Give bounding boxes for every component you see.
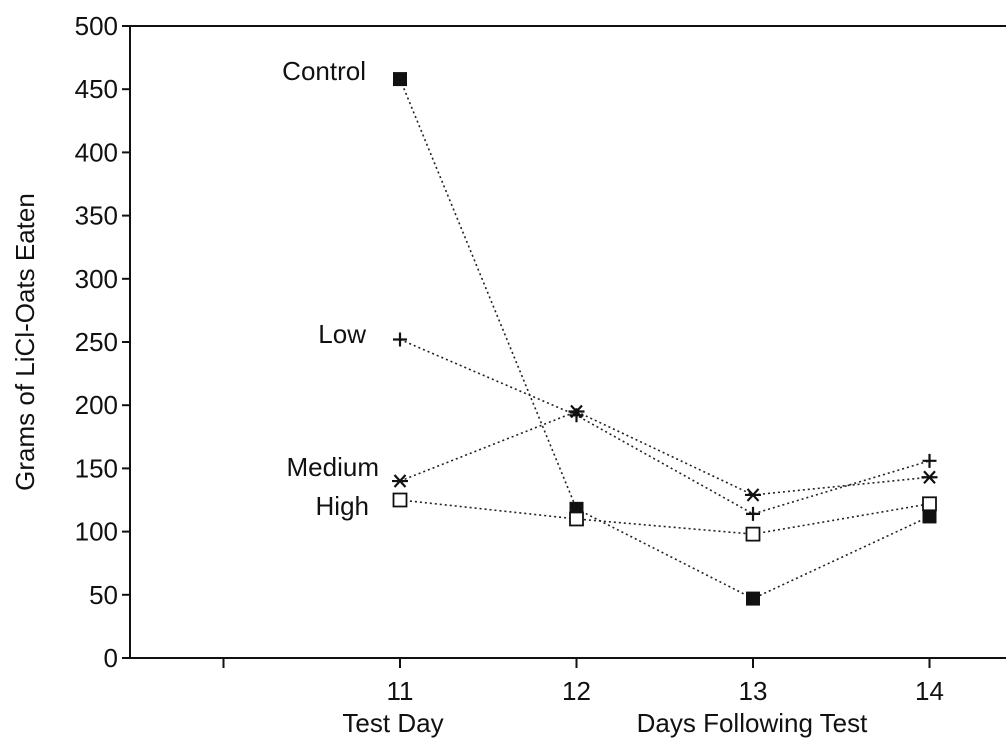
axes [129, 25, 1006, 659]
data-point-high [745, 526, 761, 542]
y-tick-label: 300 [75, 264, 118, 294]
series-label-medium: Medium [287, 452, 379, 482]
data-point-low [393, 332, 407, 347]
x-tick-label: 11 [387, 676, 414, 706]
y-tick-label: 400 [75, 137, 118, 167]
x-tick-label: 14 [915, 676, 944, 706]
y-tick-label: 500 [75, 11, 118, 41]
data-point-high [392, 492, 408, 508]
y-tick-label: 350 [75, 201, 118, 231]
data-point-low [746, 506, 760, 521]
data-point-medium [392, 474, 408, 488]
series-line-low [399, 338, 930, 515]
series-layer [392, 72, 938, 606]
data-point-control [393, 72, 407, 87]
series-low [393, 332, 937, 521]
x-sub-label-days-following: Days Following Test [637, 708, 869, 738]
data-point-medium [921, 470, 938, 484]
x-ticks: 11 12 13 14 [222, 658, 944, 706]
series-medium [392, 404, 938, 502]
series-label-high: High [316, 491, 369, 521]
data-point-medium [568, 404, 585, 419]
series-label-control: Control [282, 56, 366, 86]
series-line-control [399, 78, 930, 600]
y-tick-label: 100 [75, 517, 118, 547]
y-tick-label: 150 [75, 453, 118, 483]
series-high [392, 492, 937, 542]
series-label-low: Low [318, 319, 366, 349]
series-line-high [399, 499, 930, 535]
y-ticks: 0 50 100 150 200 250 300 350 400 450 500 [75, 11, 130, 673]
series-line-medium [399, 410, 930, 496]
data-point-control [746, 591, 760, 606]
y-axis-title: Grams of LiCl-Oats Eaten [10, 193, 40, 491]
series-control [393, 72, 937, 606]
data-point-control [922, 509, 937, 524]
y-tick-label: 250 [75, 327, 118, 357]
data-point-high [922, 496, 937, 512]
y-tick-label: 450 [75, 74, 118, 104]
data-point-low [922, 453, 937, 468]
y-tick-label: 200 [75, 390, 118, 420]
y-tick-label: 0 [104, 643, 118, 673]
y-tick-label: 50 [89, 580, 118, 610]
data-point-high [569, 511, 584, 527]
x-tick-label: 12 [562, 676, 591, 706]
x-sub-label-test-day: Test Day [342, 708, 443, 738]
x-tick-label: 13 [739, 676, 768, 706]
data-point-medium [745, 488, 761, 502]
